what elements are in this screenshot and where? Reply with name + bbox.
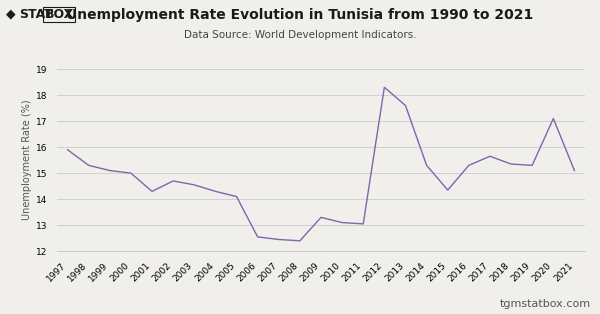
Text: BOX: BOX bbox=[44, 8, 74, 21]
Text: tgmstatbox.com: tgmstatbox.com bbox=[500, 299, 591, 309]
Text: STAT: STAT bbox=[19, 8, 53, 21]
Text: Unemployment Rate Evolution in Tunisia from 1990 to 2021: Unemployment Rate Evolution in Tunisia f… bbox=[67, 8, 533, 22]
Text: ◆: ◆ bbox=[6, 8, 16, 21]
Y-axis label: Unemployment Rate (%): Unemployment Rate (%) bbox=[22, 100, 32, 220]
Text: Data Source: World Development Indicators.: Data Source: World Development Indicator… bbox=[184, 30, 416, 40]
